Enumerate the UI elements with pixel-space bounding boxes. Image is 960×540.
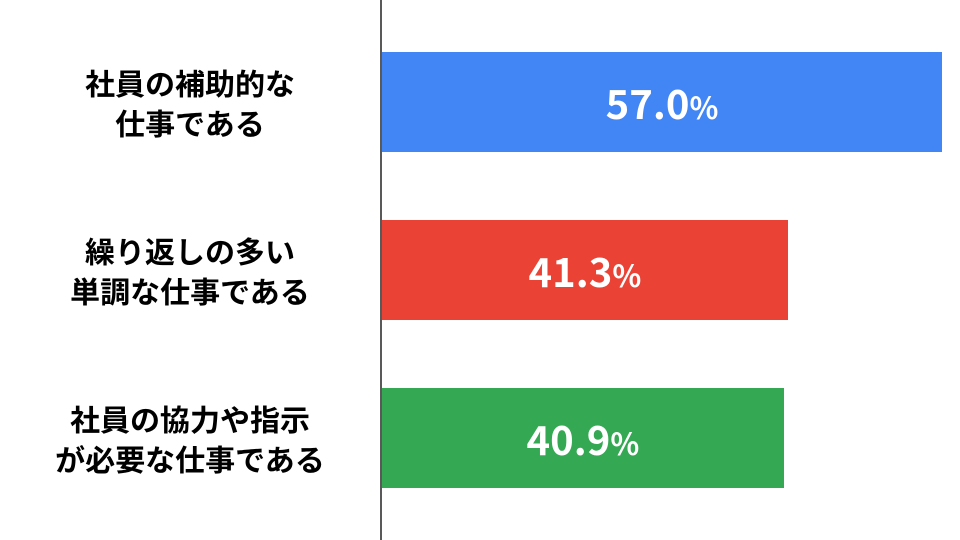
bar-label-0: 社員の補助的な 仕事である xyxy=(0,62,380,143)
bar-label-1: 繰り返しの多い 単調な仕事である xyxy=(0,230,380,311)
bar-2: 40.9% xyxy=(382,388,784,488)
percent-sign: % xyxy=(610,420,639,464)
bar-value-0: 57.0% xyxy=(606,73,719,131)
percent-sign: % xyxy=(689,84,718,128)
bar-value-number-1: 41.3 xyxy=(529,241,613,299)
bar-value-1: 41.3% xyxy=(529,241,642,299)
bar-0: 57.0% xyxy=(382,52,942,152)
bar-value-number-0: 57.0 xyxy=(606,73,690,131)
bar-1: 41.3% xyxy=(382,220,788,320)
bar-value-2: 40.9% xyxy=(527,409,640,467)
horizontal-bar-chart: 社員の補助的な 仕事である 57.0% 繰り返しの多い 単調な仕事である 41.… xyxy=(0,0,960,540)
bar-value-number-2: 40.9 xyxy=(527,409,611,467)
percent-sign: % xyxy=(612,252,641,296)
bar-label-2: 社員の協力や指示 が必要な仕事である xyxy=(0,398,380,479)
